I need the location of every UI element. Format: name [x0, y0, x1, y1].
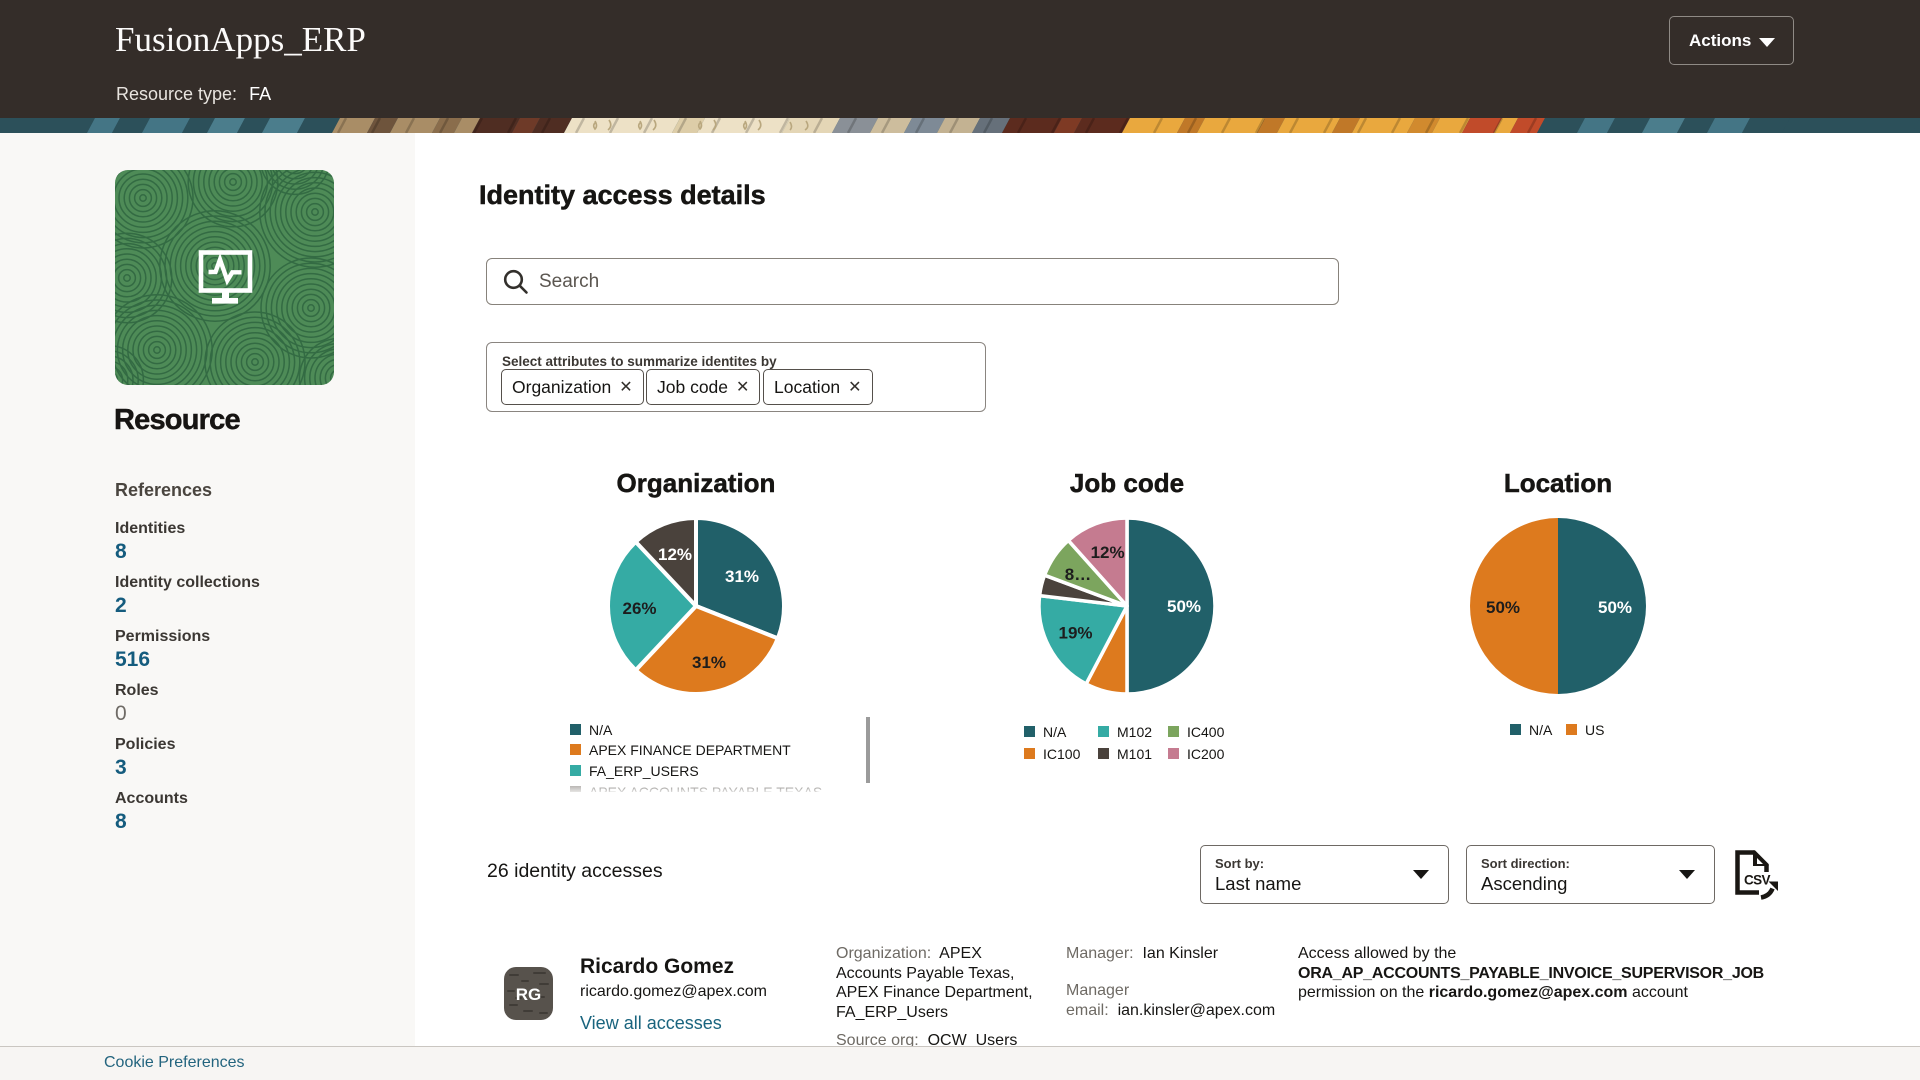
svg-text:19%: 19% — [1058, 624, 1092, 643]
svg-text:RG: RG — [516, 985, 542, 1004]
svg-text:26%: 26% — [622, 599, 656, 618]
svg-text:31%: 31% — [725, 567, 759, 586]
svg-text:8…: 8… — [1065, 565, 1091, 584]
svg-text:12%: 12% — [1091, 543, 1125, 562]
svg-text:31%: 31% — [692, 653, 726, 672]
svg-text:12%: 12% — [658, 545, 692, 564]
svg-text:50%: 50% — [1167, 597, 1201, 616]
svg-text:CSV: CSV — [1744, 873, 1771, 888]
svg-text:50%: 50% — [1598, 598, 1632, 617]
svg-text:50%: 50% — [1486, 598, 1520, 617]
